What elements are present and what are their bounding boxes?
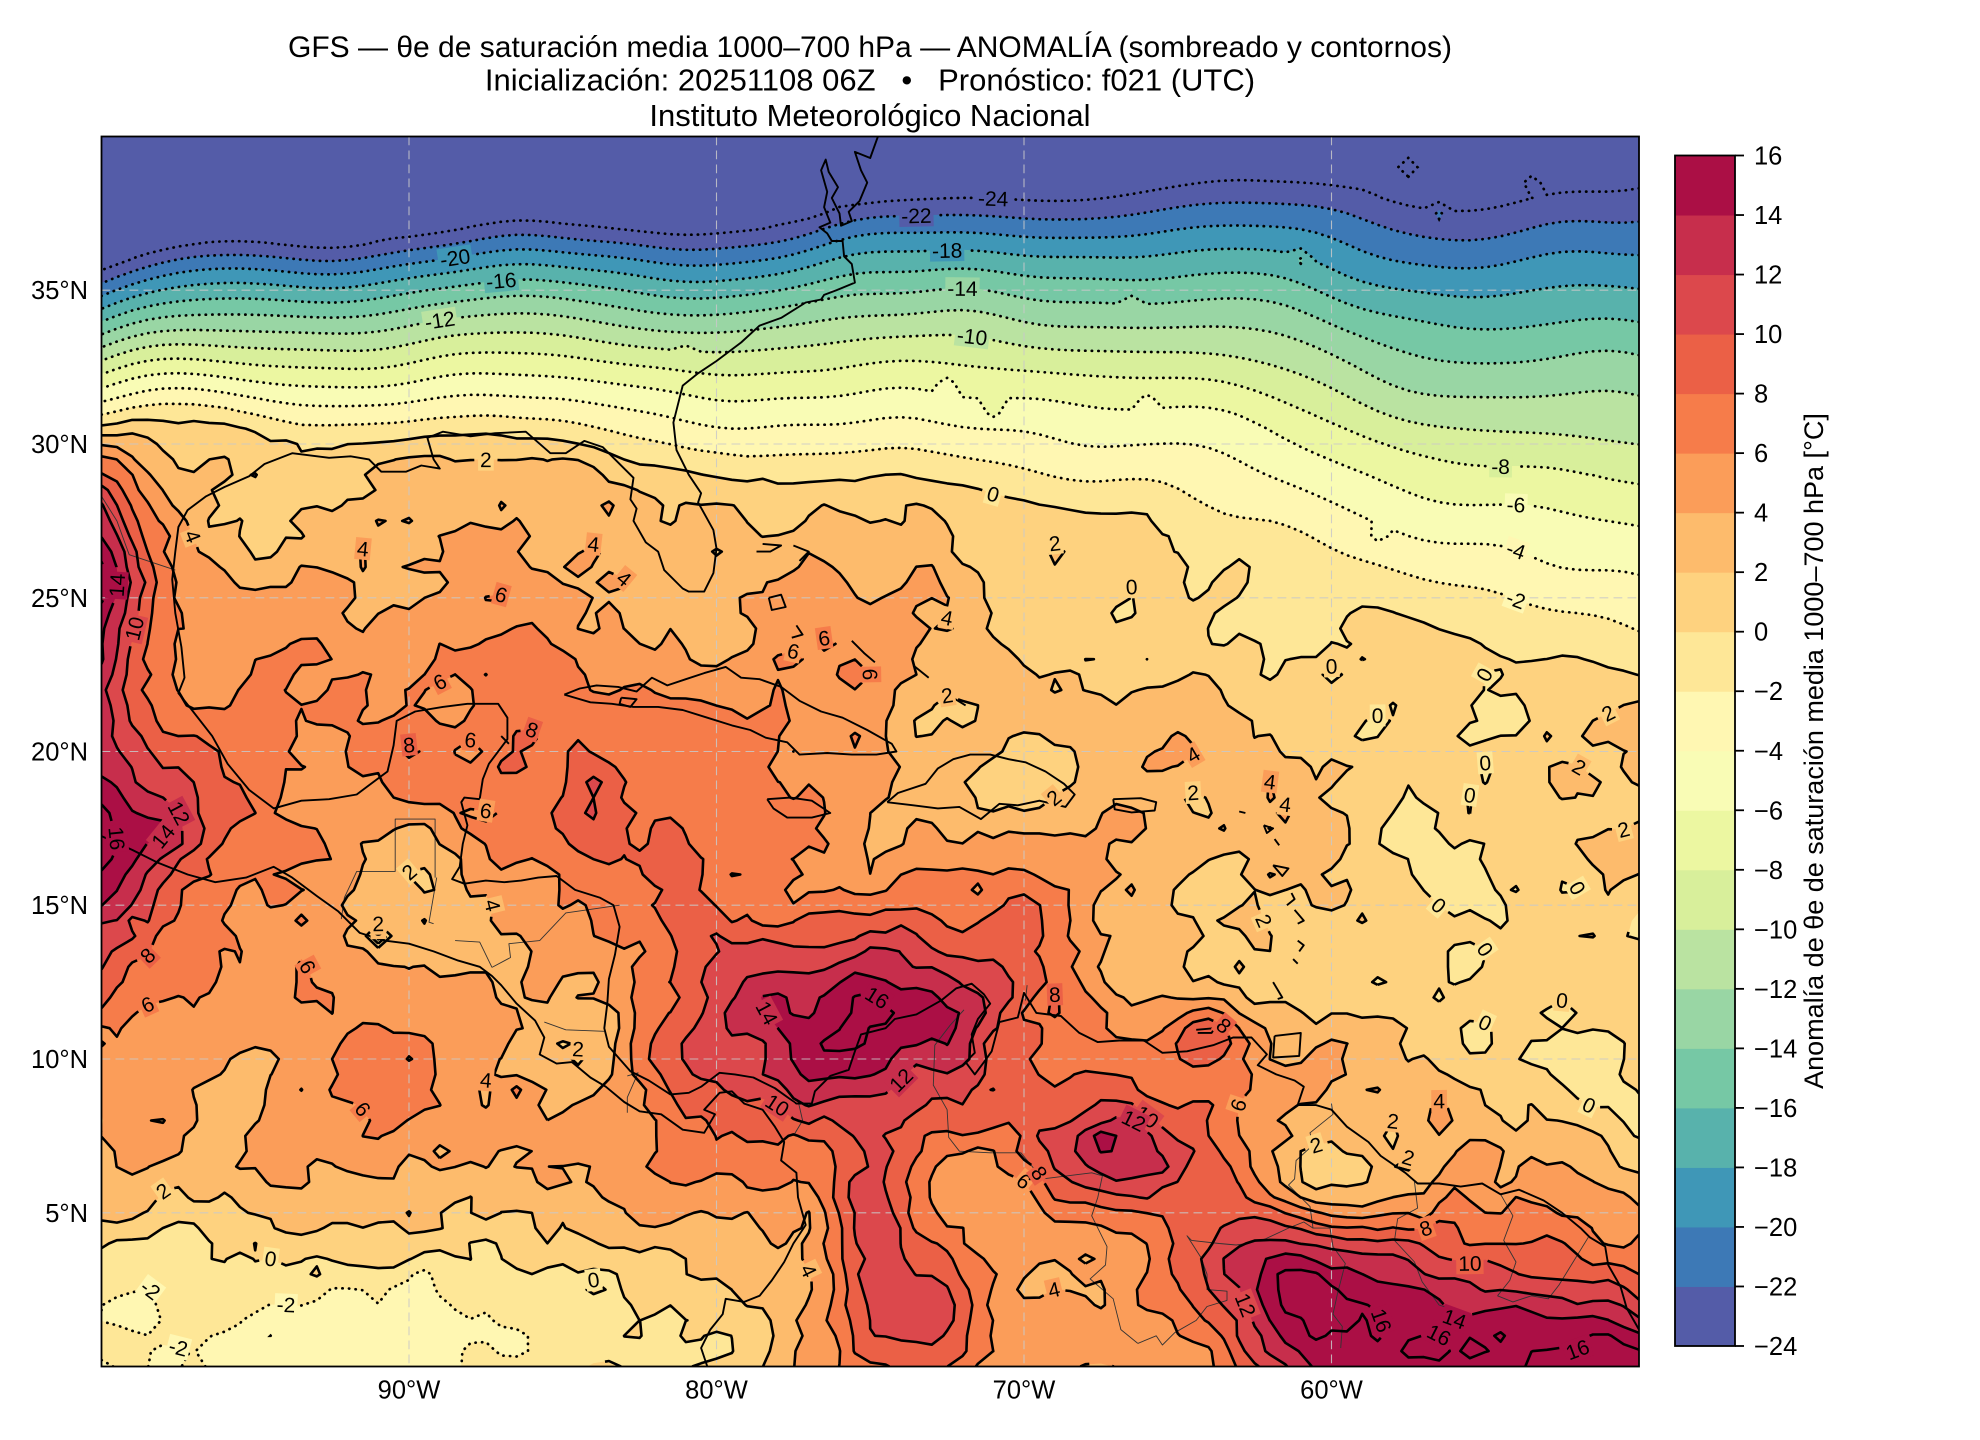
- svg-text:0: 0: [1125, 576, 1138, 600]
- svg-text:−14: −14: [1754, 1035, 1797, 1063]
- svg-text:−8: −8: [1754, 857, 1783, 885]
- svg-text:-24: -24: [978, 187, 1010, 211]
- svg-text:−20: −20: [1754, 1214, 1797, 1242]
- svg-text:0: 0: [263, 1247, 278, 1271]
- svg-text:8: 8: [1049, 984, 1062, 1007]
- svg-text:10: 10: [121, 615, 149, 643]
- svg-text:-10: -10: [956, 324, 989, 350]
- svg-text:4: 4: [586, 533, 600, 557]
- svg-text:-6: -6: [1506, 494, 1525, 518]
- svg-text:20°N: 20°N: [31, 739, 88, 767]
- svg-text:-18: -18: [932, 240, 963, 264]
- svg-text:0: 0: [1555, 989, 1569, 1013]
- svg-text:−16: −16: [1754, 1095, 1797, 1123]
- svg-text:-16: -16: [485, 269, 517, 295]
- svg-text:4: 4: [479, 897, 504, 914]
- svg-text:−2: −2: [1754, 678, 1783, 706]
- svg-text:−18: −18: [1754, 1154, 1797, 1182]
- svg-text:25°N: 25°N: [31, 585, 88, 613]
- svg-text:-8: -8: [1491, 456, 1510, 479]
- svg-text:12: 12: [1754, 262, 1782, 290]
- svg-text:4: 4: [1754, 500, 1768, 528]
- svg-text:2: 2: [1615, 818, 1632, 843]
- svg-text:80°W: 80°W: [685, 1377, 748, 1405]
- svg-text:4: 4: [1433, 1090, 1445, 1113]
- svg-text:4: 4: [1046, 1278, 1063, 1303]
- svg-text:-12: -12: [423, 307, 457, 334]
- svg-text:30°N: 30°N: [31, 431, 88, 459]
- svg-text:2: 2: [372, 913, 384, 936]
- svg-text:4: 4: [1263, 771, 1278, 795]
- svg-text:6: 6: [463, 729, 477, 753]
- svg-text:Inicialización: 20251108 06Z: Inicialización: 20251108 06Z • Pronóstic…: [485, 63, 1255, 98]
- svg-text:0: 0: [1754, 619, 1768, 647]
- svg-text:2: 2: [572, 1038, 585, 1062]
- svg-text:-2: -2: [166, 1335, 190, 1362]
- svg-text:-2: -2: [276, 1294, 296, 1318]
- svg-text:Anomalía de θe de saturación m: Anomalía de θe de saturación media 1000–…: [1799, 413, 1829, 1089]
- svg-text:10: 10: [1754, 321, 1782, 349]
- svg-text:8: 8: [402, 734, 416, 758]
- svg-text:6: 6: [817, 627, 832, 651]
- svg-text:2: 2: [1187, 782, 1200, 806]
- svg-text:0: 0: [1462, 784, 1477, 808]
- svg-text:Instituto Meteorológico Nacion: Instituto Meteorológico Nacional: [649, 98, 1090, 133]
- svg-text:−4: −4: [1754, 738, 1783, 766]
- svg-text:−22: −22: [1754, 1273, 1797, 1301]
- svg-text:2: 2: [1754, 559, 1768, 587]
- svg-text:35°N: 35°N: [31, 277, 88, 305]
- svg-text:6: 6: [1754, 440, 1768, 468]
- svg-text:0: 0: [1325, 655, 1338, 678]
- svg-text:4: 4: [479, 1069, 493, 1093]
- svg-text:−6: −6: [1754, 797, 1783, 825]
- svg-text:2: 2: [1048, 532, 1062, 556]
- svg-text:0: 0: [1479, 752, 1492, 776]
- svg-text:16: 16: [103, 826, 128, 851]
- svg-text:4: 4: [356, 538, 370, 562]
- svg-text:14: 14: [106, 573, 130, 598]
- svg-text:GFS — θe de saturación media 1: GFS — θe de saturación media 1000–700 hP…: [288, 31, 1452, 64]
- svg-text:6: 6: [858, 668, 881, 680]
- svg-text:60°W: 60°W: [1300, 1377, 1363, 1405]
- svg-text:4: 4: [1278, 793, 1293, 817]
- svg-text:10: 10: [1458, 1253, 1482, 1276]
- svg-text:16: 16: [1754, 143, 1782, 171]
- svg-text:-22: -22: [901, 205, 932, 229]
- svg-text:−12: −12: [1754, 976, 1797, 1004]
- svg-text:5°N: 5°N: [45, 1200, 88, 1228]
- svg-text:−24: −24: [1754, 1333, 1797, 1361]
- svg-text:-20: -20: [439, 245, 472, 272]
- svg-text:70°W: 70°W: [993, 1377, 1056, 1405]
- svg-text:90°W: 90°W: [378, 1377, 441, 1405]
- svg-text:6: 6: [785, 640, 802, 665]
- svg-text:8: 8: [1754, 381, 1768, 409]
- svg-text:0: 0: [1372, 705, 1384, 728]
- svg-text:14: 14: [1754, 202, 1782, 230]
- svg-text:4: 4: [939, 606, 955, 631]
- svg-text:2: 2: [940, 684, 955, 709]
- svg-text:15°N: 15°N: [31, 892, 88, 920]
- svg-text:2: 2: [1386, 1110, 1400, 1134]
- svg-text:10°N: 10°N: [31, 1046, 88, 1074]
- svg-text:-14: -14: [947, 278, 978, 301]
- svg-text:−10: −10: [1754, 916, 1797, 944]
- svg-text:0: 0: [586, 1269, 601, 1293]
- svg-text:2: 2: [480, 449, 492, 472]
- svg-text:6: 6: [478, 799, 493, 824]
